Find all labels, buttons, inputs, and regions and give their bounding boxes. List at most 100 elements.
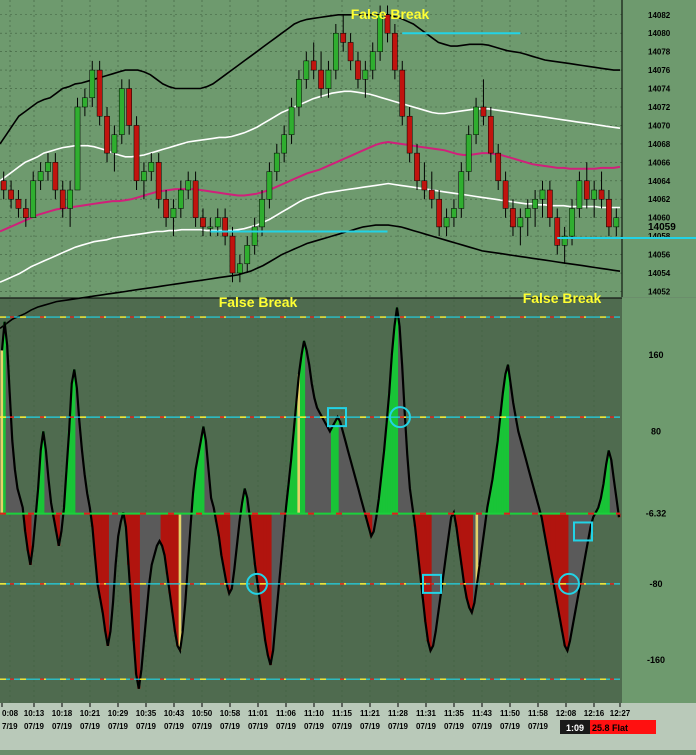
up-candle xyxy=(281,134,288,154)
oscillator-bar xyxy=(496,440,500,514)
oscillator-bar xyxy=(289,460,293,514)
signal-circle-marker xyxy=(389,406,411,429)
oscillator-bar xyxy=(132,513,136,642)
down-candle xyxy=(502,180,509,209)
oscillator-bar xyxy=(199,440,203,514)
date-tick-label: 07/19 xyxy=(164,722,185,731)
down-candle xyxy=(126,88,133,126)
oscillator-bar xyxy=(96,513,100,584)
down-candle xyxy=(355,60,361,80)
up-candle xyxy=(273,152,280,172)
oscillator-bar xyxy=(150,513,154,565)
date-tick-label: 07/19 xyxy=(500,722,521,731)
down-candle xyxy=(421,180,428,191)
oscillator-bar xyxy=(545,513,549,546)
oscillator-bar xyxy=(552,513,556,589)
oscillator-bar xyxy=(408,488,412,514)
oscillator-bar xyxy=(181,513,185,632)
oscillator-bar xyxy=(501,393,505,514)
down-candle xyxy=(104,115,110,154)
up-candle xyxy=(539,189,546,200)
oscillator-bar xyxy=(256,513,260,584)
oscillator-bar xyxy=(318,412,322,514)
oscillator-bar xyxy=(194,469,198,514)
oscillator-bar xyxy=(498,417,502,514)
oscillator-bar xyxy=(333,421,337,514)
up-candle xyxy=(170,208,177,218)
oscillator-bar xyxy=(395,307,399,514)
oscillator-bar xyxy=(13,469,17,514)
oscillator-bar xyxy=(165,513,169,575)
oscillator-bar xyxy=(16,488,19,514)
date-tick-label: 07/19 xyxy=(528,722,549,731)
up-candle xyxy=(576,180,583,209)
price-tick-label: 14058 xyxy=(648,232,671,241)
up-candle xyxy=(569,208,575,237)
oscillator-bar xyxy=(465,513,469,599)
oscillator-bar xyxy=(416,513,420,551)
oscillator-bar xyxy=(108,513,112,632)
time-tick-label: 10:18 xyxy=(52,709,73,718)
down-candle xyxy=(598,189,605,200)
oscillator-bar xyxy=(129,513,133,603)
date-tick-label: 7/19 xyxy=(2,722,18,731)
false-break-annotation: False Break xyxy=(523,290,602,306)
oscillator-bar xyxy=(578,513,582,584)
down-candle xyxy=(384,14,391,34)
current-price-label: 14059 xyxy=(648,222,676,233)
price-tick-label: 14078 xyxy=(648,48,671,57)
up-candle xyxy=(465,134,472,172)
signal-square-marker xyxy=(327,407,347,428)
up-candle xyxy=(377,14,383,52)
oscillator-bar xyxy=(534,498,538,514)
oscillator-bar xyxy=(294,402,298,514)
down-candle xyxy=(406,115,413,154)
oscillator-bar xyxy=(369,513,373,537)
oscillator-bar xyxy=(607,450,611,514)
price-tick-label: 14072 xyxy=(648,103,671,112)
oscillator-bar xyxy=(8,393,12,514)
oscillator-bar xyxy=(299,355,303,514)
oscillator-bar xyxy=(183,513,187,603)
oscillator-bar xyxy=(547,513,551,561)
down-candle xyxy=(59,189,66,209)
up-candle xyxy=(266,171,273,200)
date-tick-label: 07/19 xyxy=(388,722,409,731)
oscillator-bar xyxy=(44,450,48,514)
status-time-box xyxy=(560,720,590,734)
oscillator-bar xyxy=(563,513,567,646)
oscillator-bar xyxy=(142,513,146,642)
oscillator-bar xyxy=(137,513,141,689)
oscillator-bar xyxy=(178,513,182,651)
up-candle xyxy=(118,88,125,135)
oscillator-bar xyxy=(589,513,593,527)
date-tick-label: 07/19 xyxy=(24,722,45,731)
time-tick-label: 11:35 xyxy=(444,709,465,718)
down-candle xyxy=(15,198,22,209)
oscillator-bar xyxy=(325,426,329,514)
oscillator-bar xyxy=(80,450,84,514)
up-candle xyxy=(451,208,457,218)
oscillator-bar xyxy=(527,469,531,514)
time-tick-label: 10:35 xyxy=(136,709,157,718)
oscillator-bar xyxy=(227,513,231,594)
time-tick-label: 11:58 xyxy=(528,709,549,718)
down-candle xyxy=(229,235,236,274)
price-tick-label: 14068 xyxy=(648,140,671,149)
oscillator-bar xyxy=(160,513,164,546)
up-candle xyxy=(517,217,524,228)
down-candle xyxy=(8,189,14,200)
oscillator-tick-label: 80 xyxy=(651,426,661,436)
oscillator-bar xyxy=(253,513,257,565)
oscillator-bar xyxy=(349,460,353,514)
oscillator-bar xyxy=(403,412,407,514)
up-candle xyxy=(141,171,147,182)
oscillator-bar xyxy=(516,431,520,514)
oscillator-bar xyxy=(380,474,383,514)
oscillator-bar xyxy=(576,513,580,599)
time-tick-label: 12:27 xyxy=(610,709,631,718)
date-tick-label: 07/19 xyxy=(276,722,297,731)
up-candle xyxy=(237,263,243,274)
oscillator-bar xyxy=(147,513,151,584)
oscillator-bar xyxy=(186,513,190,565)
